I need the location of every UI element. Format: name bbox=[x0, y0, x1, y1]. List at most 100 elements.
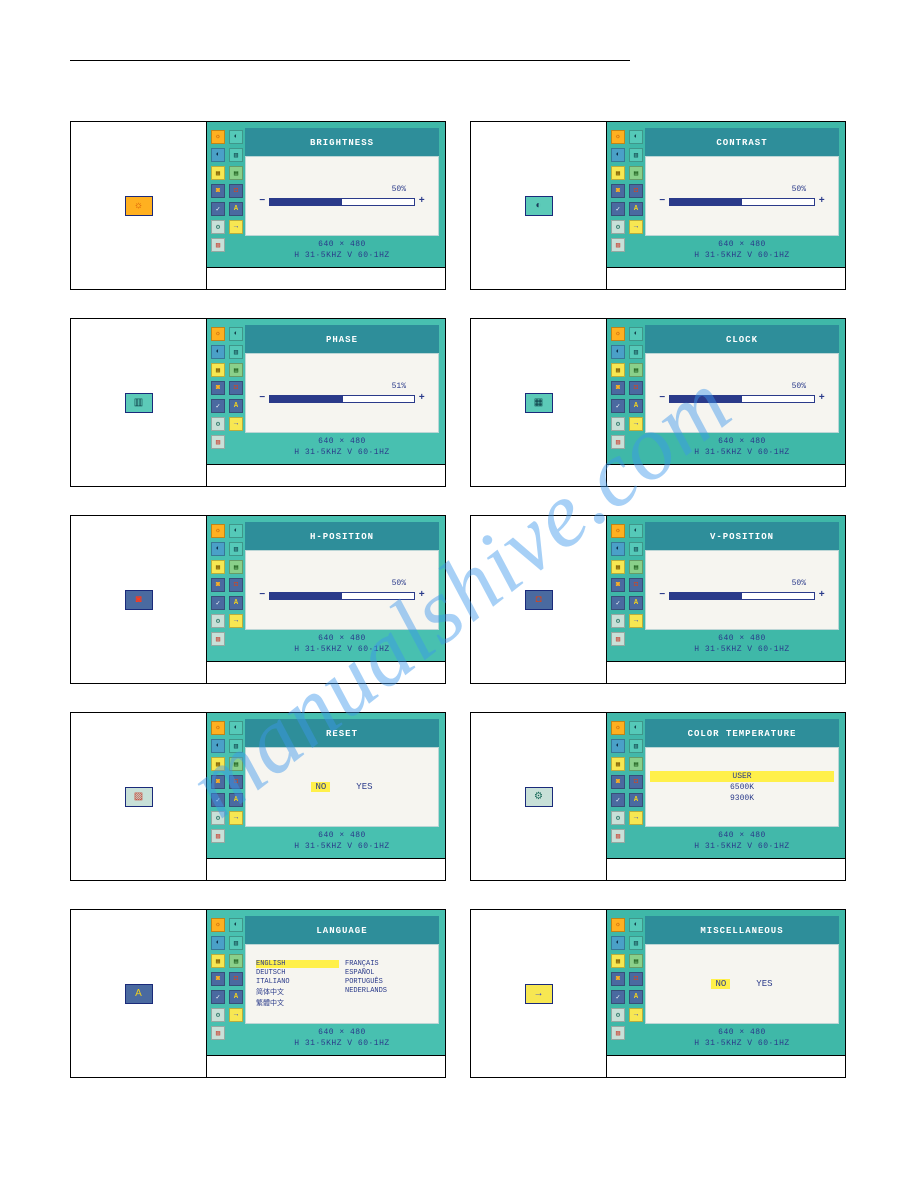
osd-mini-icon: ▨ bbox=[611, 632, 625, 646]
osd-mini-icon: ⚙ bbox=[611, 614, 625, 628]
osd-mini-icon: ◐ bbox=[229, 721, 243, 735]
osd-mini-icon: ◘ bbox=[629, 578, 643, 592]
osd-mini-icon: ◐ bbox=[229, 327, 243, 341]
osd-mini-icon: ◐ bbox=[229, 524, 243, 538]
osd-frequency: H 31·5KHZ V 60·1HZ bbox=[645, 251, 839, 261]
osd-mini-icon bbox=[629, 238, 643, 252]
osd-mini-icon: ▤ bbox=[629, 560, 643, 574]
language-option[interactable]: ENGLISH bbox=[256, 960, 339, 968]
osd-mini-icon bbox=[629, 435, 643, 449]
slider-fill bbox=[670, 199, 742, 205]
colortemp-option[interactable]: 6500K bbox=[650, 782, 834, 793]
osd-mini-icon: ✓ bbox=[611, 793, 625, 807]
panel-icon-box: ▦ bbox=[471, 319, 607, 486]
language-option[interactable] bbox=[345, 998, 428, 1008]
osd-icon-column: ☼◐◐▥▦▤◙◘✓A⚙→▨ bbox=[207, 319, 243, 464]
panel-icon-box: ▨ bbox=[71, 713, 207, 880]
language-option[interactable]: ITALIANO bbox=[256, 978, 339, 986]
osd-resolution: 640 × 480 bbox=[245, 437, 439, 447]
minus-icon: − bbox=[659, 196, 665, 207]
panel-caption bbox=[207, 1055, 445, 1077]
language-option[interactable]: 简体中文 bbox=[256, 987, 339, 997]
language-option[interactable]: 繁體中文 bbox=[256, 998, 339, 1008]
osd-screenshot: ☼◐◐▥▦▤◙◘✓A⚙→▨ LANGUAGE ENGLISHFRANÇAISDE… bbox=[207, 910, 445, 1055]
osd-footer: 640 × 480 H 31·5KHZ V 60·1HZ bbox=[245, 236, 439, 263]
osd-mini-icon: ◘ bbox=[629, 775, 643, 789]
osd-mini-icon: ☼ bbox=[611, 524, 625, 538]
osd-mini-icon: ◐ bbox=[629, 524, 643, 538]
slider-fill bbox=[670, 396, 742, 402]
slider-track[interactable] bbox=[269, 395, 415, 403]
osd-icon-column: ☼◐◐▥▦▤◙◘✓A⚙→▨ bbox=[207, 122, 243, 267]
osd-mini-icon: ▤ bbox=[229, 954, 243, 968]
osd-mini-icon: ✓ bbox=[211, 793, 225, 807]
osd-mini-icon: ◘ bbox=[629, 972, 643, 986]
osd-mini-icon: ◙ bbox=[611, 381, 625, 395]
slider-bar[interactable]: − + bbox=[659, 393, 825, 404]
panel-icon-box: A bbox=[71, 910, 207, 1077]
osd-mini-icon: ◙ bbox=[611, 184, 625, 198]
osd-mini-icon: → bbox=[229, 220, 243, 234]
osd-mini-icon: ◘ bbox=[229, 775, 243, 789]
panel-icon-box: ◙ bbox=[71, 516, 207, 683]
osd-resolution: 640 × 480 bbox=[645, 240, 839, 250]
language-option[interactable]: FRANÇAIS bbox=[345, 960, 428, 968]
colortemp-option[interactable]: USER bbox=[650, 771, 834, 782]
osd-screenshot: ☼◐◐▥▦▤◙◘✓A⚙→▨ PHASE 51% − + 640 × 480 H … bbox=[207, 319, 445, 464]
option-no[interactable]: NO bbox=[711, 979, 730, 989]
panel-caption bbox=[207, 661, 445, 683]
plus-icon: + bbox=[819, 393, 825, 404]
panel-colortemp: ⚙ ☼◐◐▥▦▤◙◘✓A⚙→▨ COLOR TEMPERATURE USER65… bbox=[470, 712, 846, 881]
language-option[interactable]: ESPAÑOL bbox=[345, 969, 428, 977]
osd-icon-column: ☼◐◐▥▦▤◙◘✓A⚙→▨ bbox=[607, 713, 643, 858]
panel-reset: ▨ ☼◐◐▥▦▤◙◘✓A⚙→▨ RESET NOYES 640 × 480 H … bbox=[70, 712, 446, 881]
osd-mini-icon: ▦ bbox=[611, 166, 625, 180]
osd-mini-icon: ◐ bbox=[211, 542, 225, 556]
osd-mini-icon: ◐ bbox=[211, 739, 225, 753]
reset-icon: ▨ bbox=[125, 787, 153, 807]
option-yes[interactable]: YES bbox=[356, 782, 372, 792]
osd-body: NO YES bbox=[245, 747, 439, 827]
slider-track[interactable] bbox=[669, 395, 815, 403]
osd-mini-icon: ▤ bbox=[629, 757, 643, 771]
slider-track[interactable] bbox=[269, 198, 415, 206]
panel-icon-box: ◐ bbox=[471, 122, 607, 289]
slider-bar[interactable]: − + bbox=[659, 196, 825, 207]
osd-title: COLOR TEMPERATURE bbox=[645, 719, 839, 747]
slider-fill bbox=[670, 593, 742, 599]
slider-bar[interactable]: − + bbox=[259, 196, 425, 207]
osd-mini-icon: A bbox=[229, 793, 243, 807]
plus-icon: + bbox=[819, 196, 825, 207]
option-yes[interactable]: YES bbox=[756, 979, 772, 989]
osd-mini-icon: ▤ bbox=[629, 363, 643, 377]
slider-bar[interactable]: − + bbox=[659, 590, 825, 601]
osd-mini-icon: A bbox=[629, 399, 643, 413]
osd-mini-icon bbox=[629, 632, 643, 646]
slider-bar[interactable]: − + bbox=[259, 590, 425, 601]
language-option[interactable]: PORTUGUÊS bbox=[345, 978, 428, 986]
osd-title: RESET bbox=[245, 719, 439, 747]
osd-mini-icon: ☼ bbox=[211, 327, 225, 341]
slider-track[interactable] bbox=[269, 592, 415, 600]
osd-mini-icon: ▨ bbox=[211, 238, 225, 252]
osd-mini-icon: A bbox=[229, 596, 243, 610]
osd-body: 50% − + bbox=[645, 353, 839, 433]
osd-mini-icon bbox=[229, 829, 243, 843]
minus-icon: − bbox=[259, 393, 265, 404]
language-option[interactable]: DEUTSCH bbox=[256, 969, 339, 977]
slider-bar[interactable]: − + bbox=[259, 393, 425, 404]
slider-track[interactable] bbox=[669, 198, 815, 206]
osd-icon-column: ☼◐◐▥▦▤◙◘✓A⚙→▨ bbox=[607, 122, 643, 267]
osd-icon-column: ☼◐◐▥▦▤◙◘✓A⚙→▨ bbox=[207, 713, 243, 858]
option-no[interactable]: NO bbox=[311, 782, 330, 792]
osd-mini-icon: ✓ bbox=[611, 990, 625, 1004]
osd-mini-icon: ◙ bbox=[211, 578, 225, 592]
colortemp-option[interactable]: 9300K bbox=[650, 793, 834, 804]
panel-caption bbox=[207, 858, 445, 880]
language-option[interactable]: NEDERLANDS bbox=[345, 987, 428, 997]
osd-icon-column: ☼◐◐▥▦▤◙◘✓A⚙→▨ bbox=[207, 910, 243, 1055]
osd-screenshot: ☼◐◐▥▦▤◙◘✓A⚙→▨ RESET NOYES 640 × 480 H 31… bbox=[207, 713, 445, 858]
osd-mini-icon: → bbox=[229, 417, 243, 431]
osd-mini-icon: ◐ bbox=[629, 327, 643, 341]
slider-track[interactable] bbox=[669, 592, 815, 600]
